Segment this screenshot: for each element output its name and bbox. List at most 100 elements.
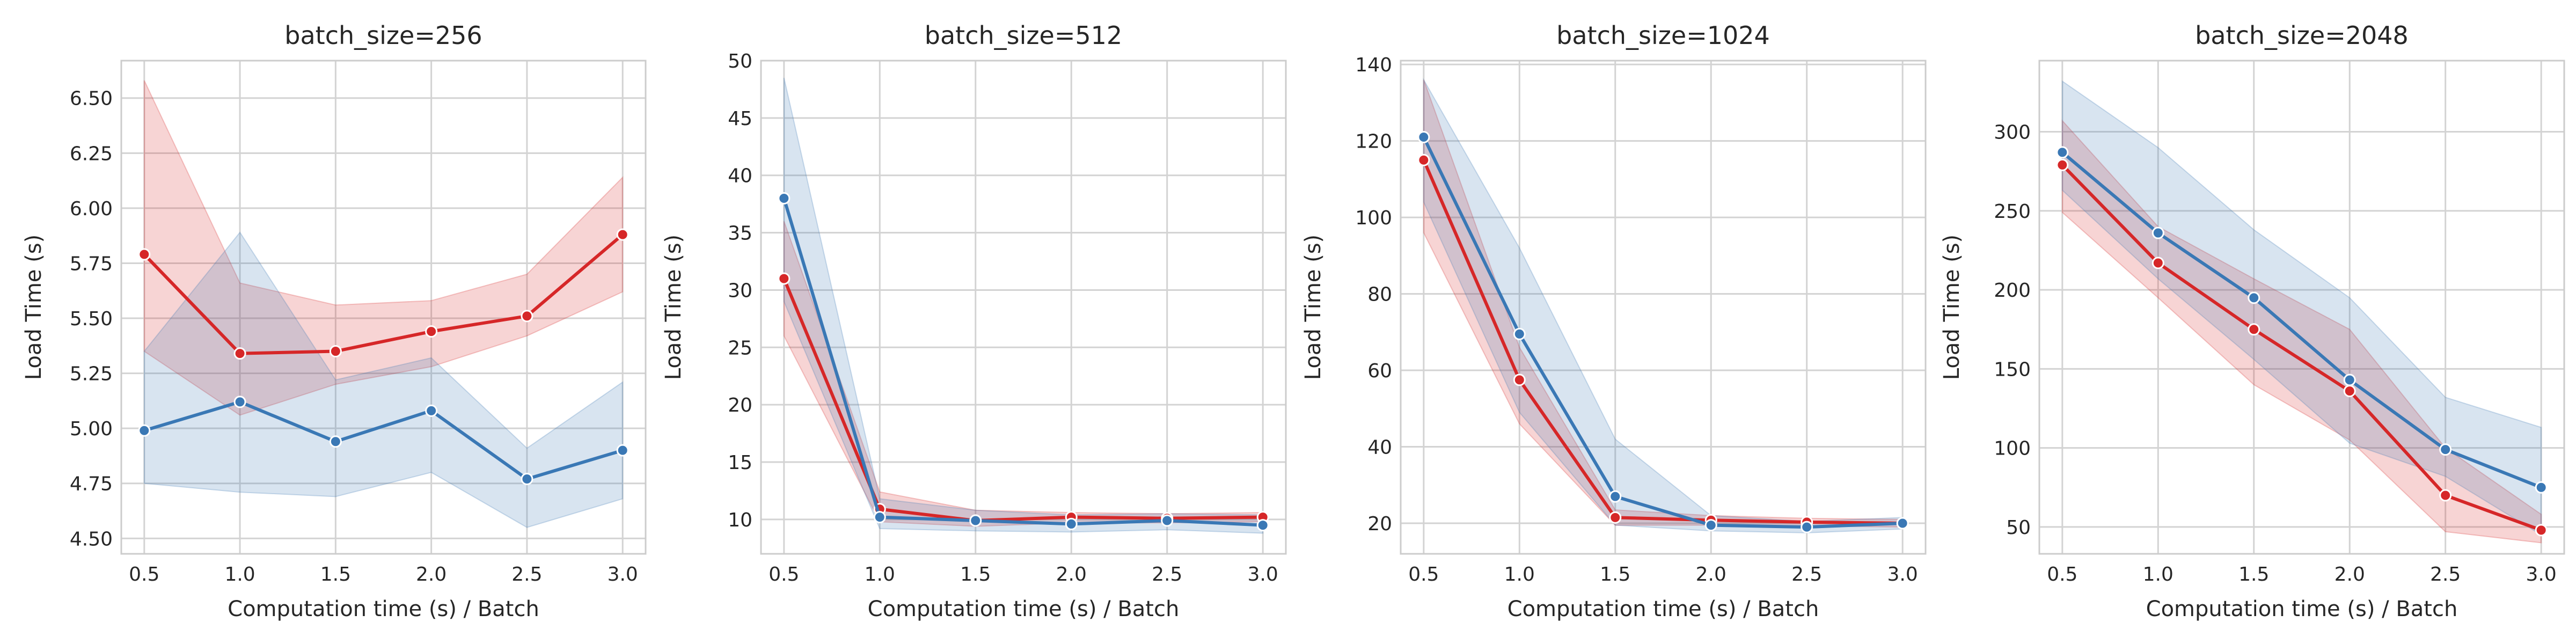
data-point xyxy=(2151,226,2164,239)
y-tick-label: 10 xyxy=(728,509,752,531)
data-point xyxy=(778,272,791,285)
data-point xyxy=(138,248,151,261)
confidence-band-1 xyxy=(2061,119,2542,544)
data-point xyxy=(1417,130,1430,143)
y-tick-label: 50 xyxy=(728,50,752,72)
confidence-band-2 xyxy=(783,77,1264,534)
confidence-band-1 xyxy=(143,80,624,416)
data-point xyxy=(2439,489,2452,502)
y-tick-label: 100 xyxy=(1355,207,1392,229)
x-axis-label: Computation time (s) / Batch xyxy=(868,597,1180,621)
x-tick-label: 2.0 xyxy=(1696,564,1726,586)
plot-frame xyxy=(760,60,1287,555)
data-point xyxy=(1065,517,1078,530)
chart-title: batch_size=256 xyxy=(284,21,482,50)
series-line-2 xyxy=(2060,150,2543,489)
x-tick-label: 1.5 xyxy=(1600,564,1630,586)
x-tick-label: 1.0 xyxy=(1504,564,1535,586)
y-tick-label: 6.50 xyxy=(70,88,113,110)
x-tick-label: 0.5 xyxy=(129,564,159,586)
data-point xyxy=(329,435,342,448)
x-tick-label: 3.0 xyxy=(1248,564,1278,586)
y-tick-label: 25 xyxy=(728,337,752,359)
data-point xyxy=(521,310,533,323)
x-tick-label: 2.5 xyxy=(511,564,542,586)
x-tick-label: 3.0 xyxy=(1887,564,1918,586)
y-tick-label: 50 xyxy=(2006,517,2031,539)
data-point xyxy=(1256,519,1269,532)
data-point xyxy=(233,396,246,408)
y-tick-label: 6.25 xyxy=(70,143,113,165)
plot-frame xyxy=(2038,60,2565,555)
x-tick-label: 1.5 xyxy=(320,564,351,586)
x-tick-label: 2.5 xyxy=(2430,564,2461,586)
data-point xyxy=(1609,511,1622,524)
plot-frame xyxy=(120,60,647,555)
y-tick-label: 140 xyxy=(1355,54,1392,76)
y-tick-label: 6.00 xyxy=(70,198,113,220)
y-tick-label: 35 xyxy=(728,223,752,245)
series-line-1 xyxy=(782,277,1265,523)
data-point xyxy=(425,404,438,417)
x-axis-label: Computation time (s) / Batch xyxy=(1507,597,1819,621)
y-tick-label: 300 xyxy=(1994,122,2031,144)
x-tick-label: 2.5 xyxy=(1152,564,1182,586)
x-axis-label: Computation time (s) / Batch xyxy=(2146,597,2458,621)
data-point xyxy=(1513,374,1526,386)
y-tick-label: 200 xyxy=(1994,280,2031,302)
chart-title: batch_size=1024 xyxy=(1556,21,1770,50)
y-tick-label: 40 xyxy=(728,165,752,187)
y-tick-label: 250 xyxy=(1994,201,2031,223)
x-tick-label: 3.0 xyxy=(608,564,638,586)
x-tick-label: 3.0 xyxy=(2526,564,2557,586)
data-point xyxy=(521,473,533,486)
y-tick-label: 5.25 xyxy=(70,363,113,385)
data-point xyxy=(2056,146,2069,159)
x-tick-label: 0.5 xyxy=(2047,564,2077,586)
data-point xyxy=(1801,521,1813,533)
x-tick-label: 1.0 xyxy=(224,564,255,586)
x-tick-label: 0.5 xyxy=(1408,564,1439,586)
data-point xyxy=(2151,257,2164,269)
plot-area xyxy=(121,61,646,554)
y-tick-label: 5.75 xyxy=(70,253,113,275)
series-line-2 xyxy=(782,196,1265,527)
y-axis-label: Load Time (s) xyxy=(1301,235,1326,380)
data-point xyxy=(2248,291,2260,304)
data-point xyxy=(1513,327,1526,340)
y-tick-label: 45 xyxy=(728,108,752,130)
data-point xyxy=(1417,153,1430,166)
series-line-1 xyxy=(2060,163,2543,532)
y-tick-label: 20 xyxy=(728,394,752,416)
y-tick-label: 40 xyxy=(1367,437,1392,459)
data-point xyxy=(616,228,629,241)
data-point xyxy=(138,424,151,437)
x-tick-label: 2.0 xyxy=(416,564,447,586)
y-tick-label: 30 xyxy=(728,280,752,302)
y-tick-label: 60 xyxy=(1367,360,1392,382)
y-axis-label: Load Time (s) xyxy=(661,235,686,380)
chart-title: batch_size=2048 xyxy=(2195,21,2409,50)
chart-panel-1: 0.5 1.0 1.5 2.0 2.5 3.0 4.50 4.75 5.00 5.25 5.50 5.… xyxy=(21,21,647,621)
y-tick-label: 100 xyxy=(1994,438,2031,460)
data-point xyxy=(2248,323,2260,336)
y-tick-label: 4.50 xyxy=(70,528,113,550)
y-tick-label: 80 xyxy=(1367,284,1392,306)
series-line-1 xyxy=(1422,158,1905,525)
data-point xyxy=(329,345,342,358)
chart-panel-4: 0.5 1.0 1.5 2.0 2.5 3.0 50 100 150 200 250 300 batch… xyxy=(1940,21,2565,621)
data-point xyxy=(873,511,886,524)
data-point xyxy=(2343,374,2356,386)
data-point xyxy=(2056,158,2069,171)
y-tick-label: 4.75 xyxy=(70,473,113,495)
x-tick-label: 0.5 xyxy=(769,564,799,586)
plot-area xyxy=(761,61,1286,554)
x-tick-label: 1.5 xyxy=(2238,564,2269,586)
data-point xyxy=(1896,517,1909,530)
series-line-2 xyxy=(1422,135,1905,529)
data-point xyxy=(969,514,982,527)
y-axis-label: Load Time (s) xyxy=(21,235,46,380)
data-point xyxy=(1704,519,1717,532)
plot-frame xyxy=(1400,60,1927,555)
x-tick-label: 1.0 xyxy=(2143,564,2174,586)
